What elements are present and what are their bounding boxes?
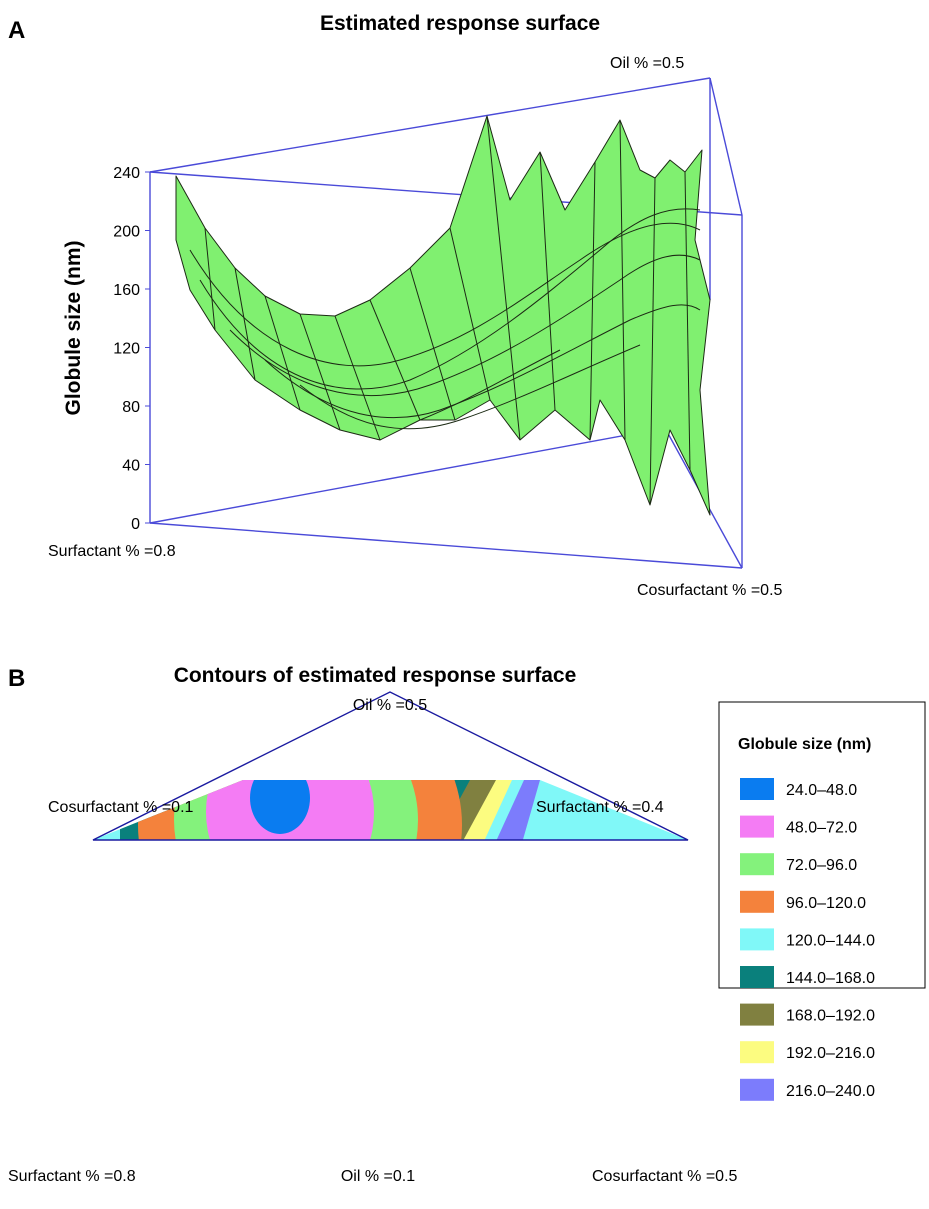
- panel-a-vertex-right: Cosurfactant % =0.5: [637, 582, 783, 599]
- z-axis-label: Globule size (nm): [62, 240, 85, 415]
- z-axis-ticks: 0 40 80 120 160 200 240: [113, 165, 150, 533]
- panel-b-edge-right: Surfactant % =0.4: [536, 799, 664, 816]
- panel-b-edge-bottom: Oil % =0.1: [341, 1168, 415, 1185]
- panel-a-title: Estimated response surface: [320, 12, 600, 35]
- legend-label: 192.0–216.0: [786, 1045, 875, 1062]
- legend-swatch: [740, 815, 774, 838]
- z-tick-label: 80: [122, 399, 140, 416]
- legend-swatch: [740, 1078, 774, 1101]
- panel-b-vertex-left: Surfactant % =0.8: [8, 1168, 136, 1185]
- ternary-triangle: [92, 691, 689, 841]
- legend-swatch: [740, 1041, 774, 1064]
- contour-band-24-48: [250, 780, 310, 834]
- panel-b-vertex-top: Oil % =0.5: [353, 697, 427, 714]
- legend-label: 144.0–168.0: [786, 970, 875, 987]
- legend-swatch: [740, 890, 774, 913]
- legend-label: 168.0–192.0: [786, 1008, 875, 1025]
- legend-label: 216.0–240.0: [786, 1083, 875, 1100]
- legend-title: Globule size (nm): [738, 736, 871, 753]
- legend-swatch: [740, 1003, 774, 1026]
- panel-b-vertex-right: Cosurfactant % =0.5: [592, 1168, 738, 1185]
- z-tick-label: 40: [122, 458, 140, 475]
- response-surface: [175, 115, 711, 516]
- legend-label: 96.0–120.0: [786, 895, 866, 912]
- legend-label: 24.0–48.0: [786, 782, 857, 799]
- contour-band-192-216: [455, 780, 512, 840]
- legend-label: 72.0–96.0: [786, 857, 857, 874]
- panel-a-letter: A: [8, 17, 25, 44]
- panel-b-letter: B: [8, 665, 25, 692]
- legend-swatch: [740, 778, 774, 800]
- panel-a-vertex-top: Oil % =0.5: [610, 55, 684, 72]
- legend-swatch: [740, 853, 774, 876]
- z-tick-label: 200: [113, 224, 140, 241]
- panel-b-title: Contours of estimated response surface: [174, 664, 577, 687]
- legend-swatch: [740, 966, 774, 988]
- z-tick-label: 0: [131, 516, 140, 533]
- legend-label: 120.0–144.0: [786, 932, 875, 949]
- z-tick-label: 240: [113, 165, 140, 182]
- panel-b-edge-left: Cosurfactant % =0.1: [48, 799, 194, 816]
- contour-band-120-144-edge: [478, 780, 524, 840]
- legend-swatch: [740, 928, 774, 951]
- z-tick-label: 120: [113, 341, 140, 358]
- surface-mesh: [175, 115, 701, 506]
- ternary-contour-fill: [93, 780, 688, 840]
- z-tick-label: 160: [113, 282, 140, 299]
- legend: Globule size (nm) 24.0–48.0 48.0–72.0 72.0…: [718, 701, 926, 1101]
- legend-items: 24.0–48.0 48.0–72.0 72.0–96.0 96.0–120.0 120…: [740, 778, 875, 1101]
- panel-a-vertex-left: Surfactant % =0.8: [48, 543, 176, 560]
- legend-label: 48.0–72.0: [786, 820, 857, 837]
- contour-band-216-240: [490, 780, 540, 840]
